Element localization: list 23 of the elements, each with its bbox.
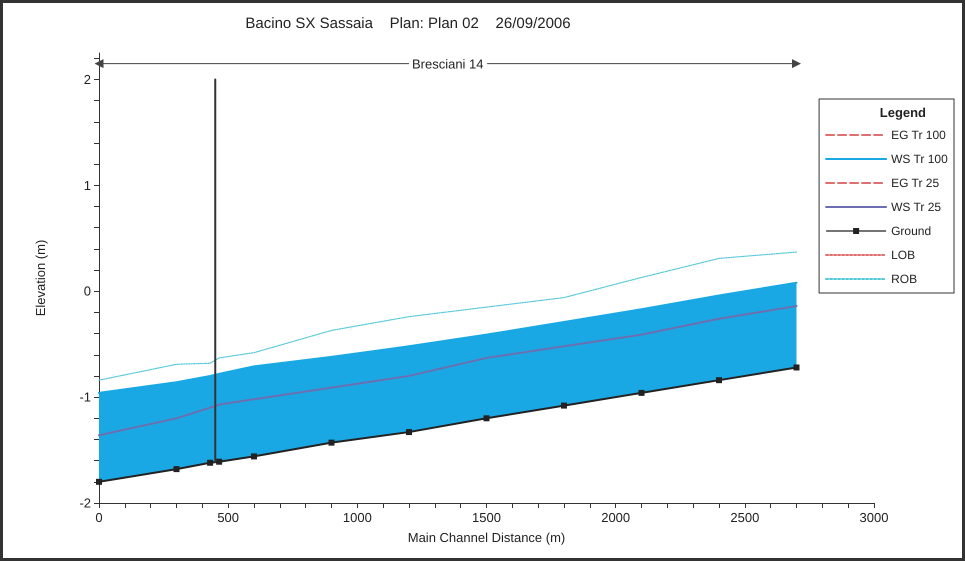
x-tick-label: 500 bbox=[217, 510, 240, 525]
x-tick-label: 2000 bbox=[601, 510, 630, 525]
legend-label: ROB bbox=[891, 272, 918, 286]
legend-label: WS Tr 100 bbox=[891, 152, 948, 166]
x-axis-title: Main Channel Distance (m) bbox=[408, 530, 566, 545]
chart-title: Bacino SX Sassaia Plan: Plan 02 26/09/2006 bbox=[245, 15, 571, 32]
legend-label: EG Tr 100 bbox=[891, 128, 946, 142]
y-tick-label: 1 bbox=[84, 178, 91, 193]
x-tick-label: 3000 bbox=[860, 510, 888, 525]
legend-title: Legend bbox=[880, 105, 926, 120]
legend-label: LOB bbox=[891, 248, 916, 262]
x-tick-label: 2500 bbox=[730, 510, 760, 525]
y-tick-label: -2 bbox=[79, 496, 91, 510]
y-tick-label: 2 bbox=[84, 72, 91, 87]
x-tick-label: 1500 bbox=[472, 510, 501, 525]
y-tick-label: 0 bbox=[84, 284, 91, 299]
legend-label: Ground bbox=[891, 224, 932, 238]
legend-label: WS Tr 25 bbox=[891, 200, 942, 214]
legend-label: EG Tr 25 bbox=[891, 176, 940, 190]
x-tick-label: 0 bbox=[95, 510, 103, 525]
y-axis-title: Elevation (m) bbox=[33, 240, 48, 316]
y-tick-label: -1 bbox=[79, 390, 91, 405]
x-tick-label: 1000 bbox=[342, 510, 372, 525]
